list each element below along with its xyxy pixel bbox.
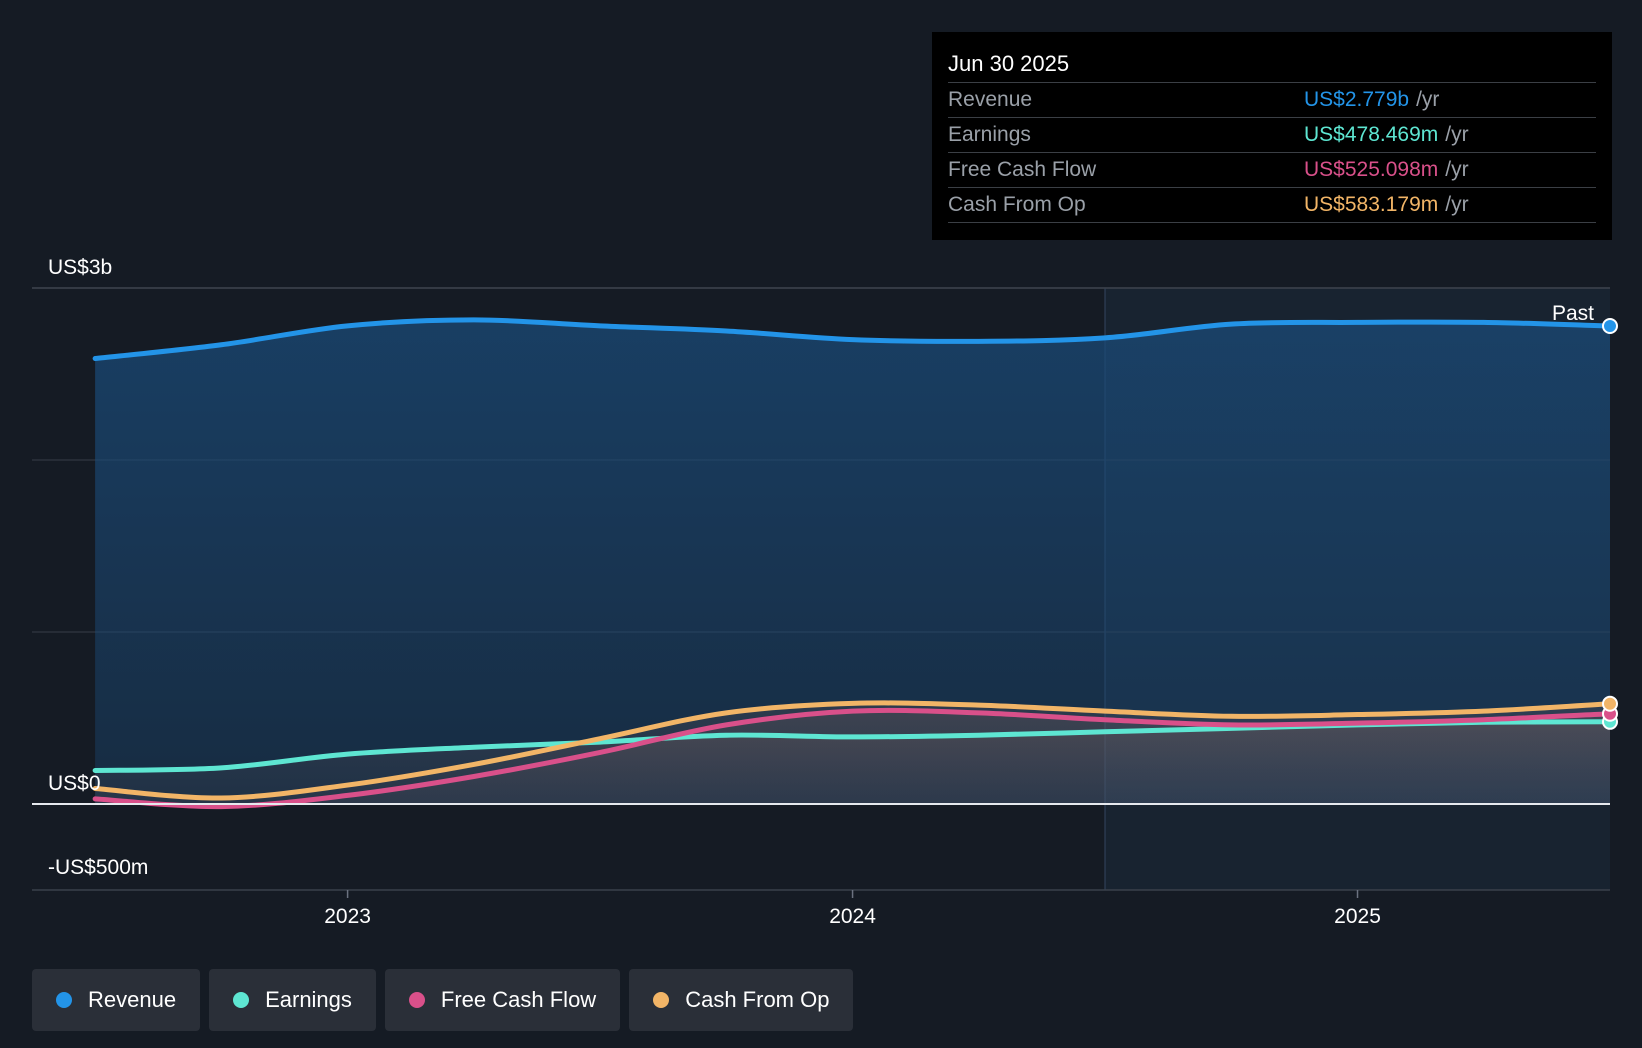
endpoint-cash-from-op	[1602, 695, 1618, 712]
x-tick-label: 2023	[324, 905, 371, 928]
line-free-cash-flow	[92, 707, 1613, 810]
legend-item-cash-from-op[interactable]: Cash From Op	[629, 969, 854, 1031]
line-revenue	[92, 317, 1613, 362]
tooltip-unit: /yr	[1445, 123, 1469, 146]
past-label: Past	[1552, 302, 1594, 325]
line-cash-from-op	[92, 700, 1613, 801]
x-tick-label: 2024	[829, 905, 876, 928]
legend-dot-icon	[233, 992, 250, 1008]
series-lines	[92, 317, 1618, 810]
tooltip-label: Free Cash Flow	[948, 158, 1097, 181]
axis-labels: US$3b US$0 -US$500m 2023 2024 2025	[48, 256, 1381, 928]
tooltip-unit: /yr	[1416, 88, 1440, 111]
tooltip-row-cash-from-op: Cash From Op US$583.179m /yr	[948, 188, 1596, 223]
axes	[32, 287, 1610, 891]
legend: Revenue Earnings Free Cash Flow Cash Fro…	[32, 969, 854, 1031]
x-tick-label: 2025	[1334, 905, 1381, 928]
tooltip-row-earnings: Earnings US$478.469m /yr	[948, 118, 1596, 153]
tooltip-date: Jun 30 2025	[948, 46, 1596, 83]
legend-label: Revenue	[88, 987, 177, 1012]
series-areas	[95, 319, 1611, 807]
legend-item-free-cash-flow[interactable]: Free Cash Flow	[384, 969, 621, 1031]
tooltip: Jun 30 2025 Revenue US$2.779b /yr Earnin…	[932, 32, 1612, 240]
tooltip-label: Revenue	[948, 88, 1033, 111]
tooltip-row-free-cash-flow: Free Cash Flow US$525.098m /yr	[948, 153, 1596, 188]
tooltip-value: US$583.179m	[1304, 193, 1439, 216]
tooltip-value: US$2.779b	[1304, 88, 1410, 111]
y-tick-label: US$3b	[48, 256, 112, 279]
legend-item-earnings[interactable]: Earnings	[209, 969, 376, 1031]
tooltip-unit: /yr	[1445, 158, 1469, 181]
legend-label: Cash From Op	[685, 987, 830, 1012]
legend-dot-icon	[653, 992, 670, 1008]
tooltip-value: US$478.469m	[1304, 123, 1439, 146]
tooltip-row-revenue: Revenue US$2.779b /yr	[948, 83, 1596, 118]
tooltip-unit: /yr	[1445, 193, 1469, 216]
legend-dot-icon	[408, 992, 425, 1008]
tooltip-value: US$525.098m	[1304, 158, 1439, 181]
legend-label: Earnings	[265, 987, 352, 1012]
endpoint-revenue	[1602, 318, 1618, 335]
legend-label: Free Cash Flow	[440, 987, 597, 1012]
tooltip-label: Earnings	[948, 123, 1031, 146]
legend-dot-icon	[56, 992, 72, 1008]
tooltip-label: Cash From Op	[948, 193, 1086, 216]
y-tick-label: US$0	[48, 772, 101, 795]
area-revenue	[95, 319, 1611, 804]
legend-item-revenue[interactable]: Revenue	[32, 969, 201, 1031]
y-tick-label: -US$500m	[48, 856, 148, 879]
